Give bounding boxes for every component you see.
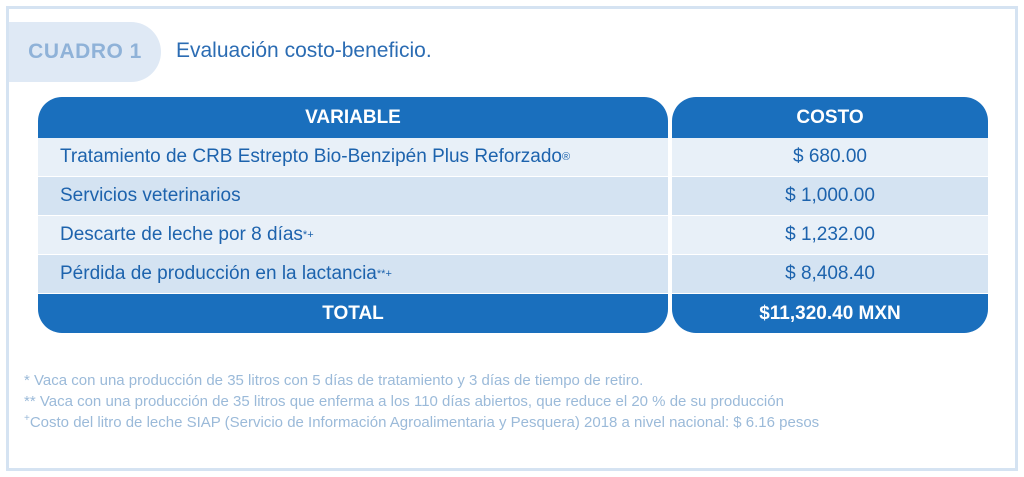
total-value: $11,320.40 MXN <box>672 294 988 333</box>
row-cost: $ 1,232.00 <box>785 224 875 245</box>
cost-column: COSTO $ 680.00 $ 1,000.00 $ 1,232.00 $ 8… <box>672 97 988 333</box>
table-tag-label: CUADRO 1 <box>28 40 142 63</box>
table-row: $ 1,000.00 <box>672 177 988 216</box>
table-tag: CUADRO 1 <box>9 22 161 82</box>
table-title: Evaluación costo-beneficio. <box>176 39 432 62</box>
row-cost: $ 680.00 <box>793 146 867 167</box>
total-label: TOTAL <box>38 294 668 333</box>
footnote: * Vaca con una producción de 35 litros c… <box>24 370 819 391</box>
table-row: Pérdida de producción en la lactancia **+ <box>38 255 668 294</box>
footnote-mark: + <box>24 413 30 424</box>
row-variable: Descarte de leche por 8 días <box>60 224 303 245</box>
table-row: $ 8,408.40 <box>672 255 988 294</box>
variable-column: VARIABLE Tratamiento de CRB Estrepto Bio… <box>38 97 668 333</box>
footnote: ** Vaca con una producción de 35 litros … <box>24 391 819 412</box>
row-variable: Pérdida de producción en la lactancia <box>60 263 377 284</box>
table-row: Tratamiento de CRB Estrepto Bio-Benzipén… <box>38 138 668 177</box>
footnote-text: ** Vaca con una producción de 35 litros … <box>24 393 784 410</box>
footnote: +Costo del litro de leche SIAP (Servicio… <box>24 412 819 433</box>
header-costo: COSTO <box>672 97 988 138</box>
table-row: Servicios veterinarios <box>38 177 668 216</box>
footnote-text: Costo del litro de leche SIAP (Servicio … <box>29 414 820 431</box>
footnote-text: * Vaca con una producción de 35 litros c… <box>24 372 644 389</box>
row-cost: $ 1,000.00 <box>785 185 875 206</box>
table-row: $ 680.00 <box>672 138 988 177</box>
header-variable: VARIABLE <box>38 97 668 138</box>
row-cost: $ 8,408.40 <box>785 263 875 284</box>
footnotes: * Vaca con una producción de 35 litros c… <box>24 370 819 433</box>
row-variable: Tratamiento de CRB Estrepto Bio-Benzipén… <box>60 146 562 167</box>
table-row: $ 1,232.00 <box>672 216 988 255</box>
table-row: Descarte de leche por 8 días *+ <box>38 216 668 255</box>
row-variable: Servicios veterinarios <box>60 185 241 206</box>
